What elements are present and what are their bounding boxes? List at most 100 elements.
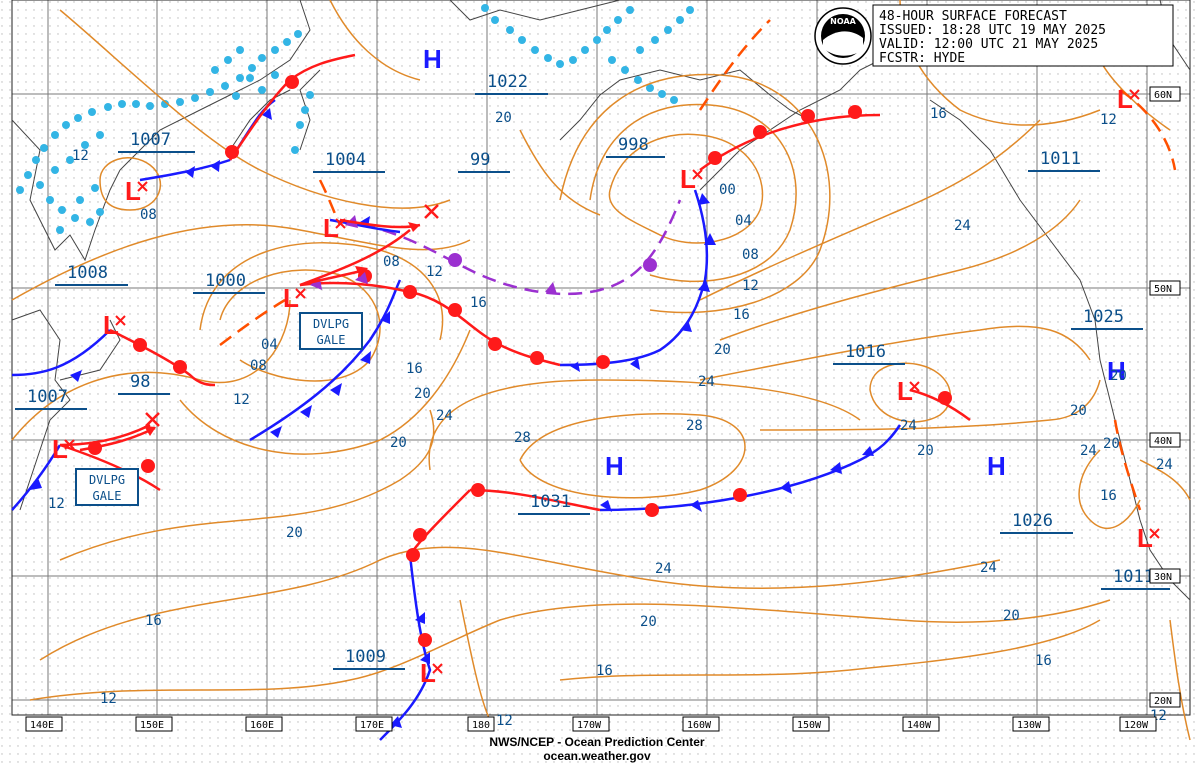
svg-text:12: 12 [742,278,759,294]
pressure-label: 1016 [833,342,905,365]
low-letter: L [52,434,68,464]
svg-text:1008: 1008 [67,263,108,283]
track-arrows [144,222,420,436]
cold-front-barbs [30,108,874,728]
isobars [11,0,1191,741]
longitude-labels: 140E 150E 160E 170E 180 170W 160W 150W 1… [25,716,1157,732]
svg-text:1009: 1009 [345,647,386,667]
svg-text:12: 12 [426,264,443,280]
pressure-label: 98 [118,372,170,395]
svg-text:20: 20 [1110,368,1127,384]
svg-text:1011: 1011 [1040,149,1081,169]
pressure-label: 998 [606,135,665,158]
svg-text:00: 00 [719,182,736,198]
svg-text:28: 28 [686,418,703,434]
pressure-label: 1011 [1101,567,1170,590]
svg-text:16: 16 [1100,488,1117,504]
forecast-header: 48-HOUR SURFACE FORECAST ISSUED: 18:28 U… [872,4,1174,67]
ice-edge [16,4,694,234]
svg-text:GALE: GALE [93,489,122,503]
svg-text:28: 28 [514,430,531,446]
svg-text:DVLPG: DVLPG [313,317,349,331]
svg-text:08: 08 [250,358,267,374]
pressure-values: 1007 1004 1000 998 1008 1007 1009 1016 1… [15,72,1170,670]
high-centers: H H H H [423,44,1126,481]
high-letter: H [605,451,624,481]
pressure-label: 1007 [15,387,87,410]
svg-text:1011: 1011 [1113,567,1154,587]
pressure-label: 1031 [518,492,590,515]
svg-text:12: 12 [72,148,89,164]
svg-text:12: 12 [100,691,117,707]
svg-text:16: 16 [145,613,162,629]
svg-text:08: 08 [140,207,157,223]
svg-text:24: 24 [1080,443,1097,459]
low-letter: L [103,310,119,340]
isobar-labels: 12 08 20 08 12 00 04 08 12 16 20 24 28 2… [48,106,1173,729]
svg-text:1025: 1025 [1083,307,1124,327]
svg-text:998: 998 [618,135,649,155]
pressure-label: 1008 [55,263,128,286]
credit-line-2: ocean.weather.gov [543,749,651,763]
header-valid: VALID: 12:00 UTC 21 MAY 2025 [879,37,1098,52]
svg-text:1004: 1004 [325,150,366,170]
svg-text:140E: 140E [30,720,54,731]
svg-text:40N: 40N [1154,436,1172,447]
pressure-label: 1009 [333,647,405,670]
pressure-label: 1025 [1071,307,1143,330]
svg-text:170E: 170E [360,720,384,731]
svg-text:20: 20 [1103,436,1120,452]
header-issued: ISSUED: 18:28 UTC 19 MAY 2025 [879,23,1106,38]
svg-text:24: 24 [655,561,672,577]
high-letter: H [423,44,442,74]
svg-text:20: 20 [1070,403,1087,419]
pressure-label: 99 [458,150,510,173]
graticule [12,0,1190,715]
header-title: 48-HOUR SURFACE FORECAST [879,9,1067,24]
svg-text:30N: 30N [1154,572,1172,583]
high-letter: H [1107,356,1126,386]
low-letter: L [420,658,436,688]
svg-text:20: 20 [1003,608,1020,624]
svg-text:180: 180 [472,720,490,731]
pressure-label: 1000 [193,271,265,294]
svg-text:20: 20 [640,614,657,630]
svg-text:16: 16 [596,663,613,679]
svg-text:60N: 60N [1154,90,1172,101]
pressure-label: 1004 [313,150,385,173]
svg-text:12: 12 [233,392,250,408]
svg-text:150E: 150E [140,720,164,731]
pressure-label: 1007 [118,130,195,153]
noaa-logo: NOAA [814,7,872,65]
svg-text:24: 24 [900,418,917,434]
svg-text:1026: 1026 [1012,511,1053,531]
coastlines [11,0,1191,601]
svg-text:GALE: GALE [317,333,346,347]
svg-text:150W: 150W [797,720,822,731]
svg-text:04: 04 [261,337,278,353]
pressure-label: 1011 [1028,149,1100,172]
svg-text:16: 16 [733,307,750,323]
svg-text:16: 16 [470,295,487,311]
svg-text:1022: 1022 [487,72,528,92]
svg-text:140W: 140W [907,720,932,731]
warm-front-barbs [88,75,952,647]
noaa-logo-text: NOAA [830,17,856,26]
low-letter: L [680,164,696,194]
svg-text:24: 24 [954,218,971,234]
svg-text:160E: 160E [250,720,274,731]
svg-text:20N: 20N [1154,696,1172,707]
svg-text:08: 08 [383,254,400,270]
svg-text:20: 20 [390,435,407,451]
map-frame [11,0,1191,716]
low-letter: L [897,376,913,406]
svg-text:50N: 50N [1154,284,1172,295]
svg-text:1031: 1031 [530,492,571,512]
svg-text:12: 12 [496,713,513,729]
svg-text:24: 24 [436,408,453,424]
svg-text:1016: 1016 [845,342,886,362]
svg-text:16: 16 [406,361,423,377]
pressure-label: 1022 [475,72,548,95]
pressure-label: 1026 [1000,511,1073,534]
